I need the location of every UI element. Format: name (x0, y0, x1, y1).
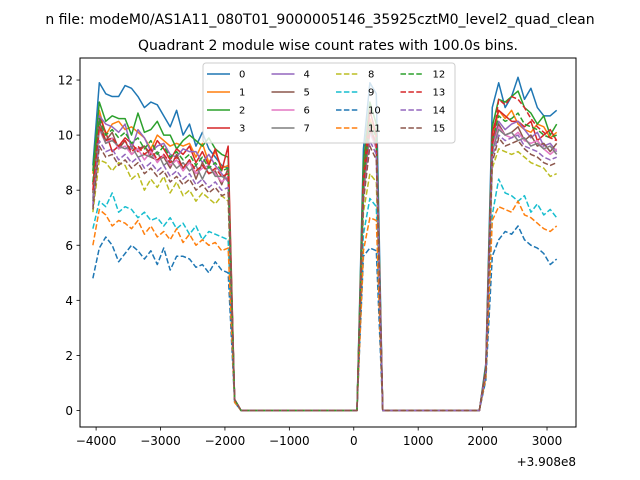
legend-label-9: 9 (368, 88, 374, 99)
axes-frame (79, 57, 577, 428)
legend-label-4: 4 (304, 70, 310, 81)
legend-label-2: 2 (239, 106, 245, 117)
x-tick-label: 1000 (403, 434, 434, 448)
x-tick-label: 3000 (532, 434, 563, 448)
y-tick-label: 10 (58, 129, 73, 143)
x-tick-label: −4000 (76, 434, 117, 448)
x-tick-label: 0 (350, 434, 358, 448)
y-tick-label: 6 (65, 239, 73, 253)
legend-label-3: 3 (239, 124, 245, 135)
legend-label-1: 1 (239, 88, 245, 99)
legend-box (202, 62, 456, 144)
legend-label-5: 5 (304, 88, 310, 99)
series-line-15 (92, 137, 557, 412)
legend-label-13: 13 (433, 88, 446, 99)
y-tick-label: 4 (65, 294, 73, 308)
legend-label-0: 0 (239, 70, 245, 81)
legend-label-10: 10 (368, 106, 381, 117)
y-tick-label: 8 (65, 184, 73, 198)
y-tick-label: 12 (58, 74, 73, 88)
legend-label-14: 14 (433, 106, 446, 117)
y-axis: 0 2 4 6 8 10 12 (58, 74, 80, 418)
x-tick-label: 2000 (467, 434, 498, 448)
legend-label-12: 12 (433, 70, 446, 81)
legend-label-11: 11 (368, 124, 381, 135)
chart-title: Quadrant 2 module wise count rates with … (138, 38, 518, 54)
legend-label-6: 6 (304, 106, 310, 117)
x-tick-label: −1000 (269, 434, 310, 448)
figure-suptitle: n file: modeM0/AS1A11_080T01_9000005146_… (45, 12, 594, 28)
x-tick-label: −2000 (205, 434, 246, 448)
y-tick-label: 2 (65, 349, 73, 363)
legend-label-7: 7 (304, 124, 310, 135)
legend-label-15: 15 (433, 124, 446, 135)
y-tick-label: 0 (65, 404, 73, 418)
x-offset-label: +3.908e8 (517, 455, 576, 469)
x-axis: −4000 −3000 −2000 −1000 0 1000 2000 3000 (76, 427, 562, 448)
x-tick-label: −3000 (140, 434, 181, 448)
legend-label-8: 8 (368, 70, 374, 81)
plot-lines (92, 76, 558, 412)
